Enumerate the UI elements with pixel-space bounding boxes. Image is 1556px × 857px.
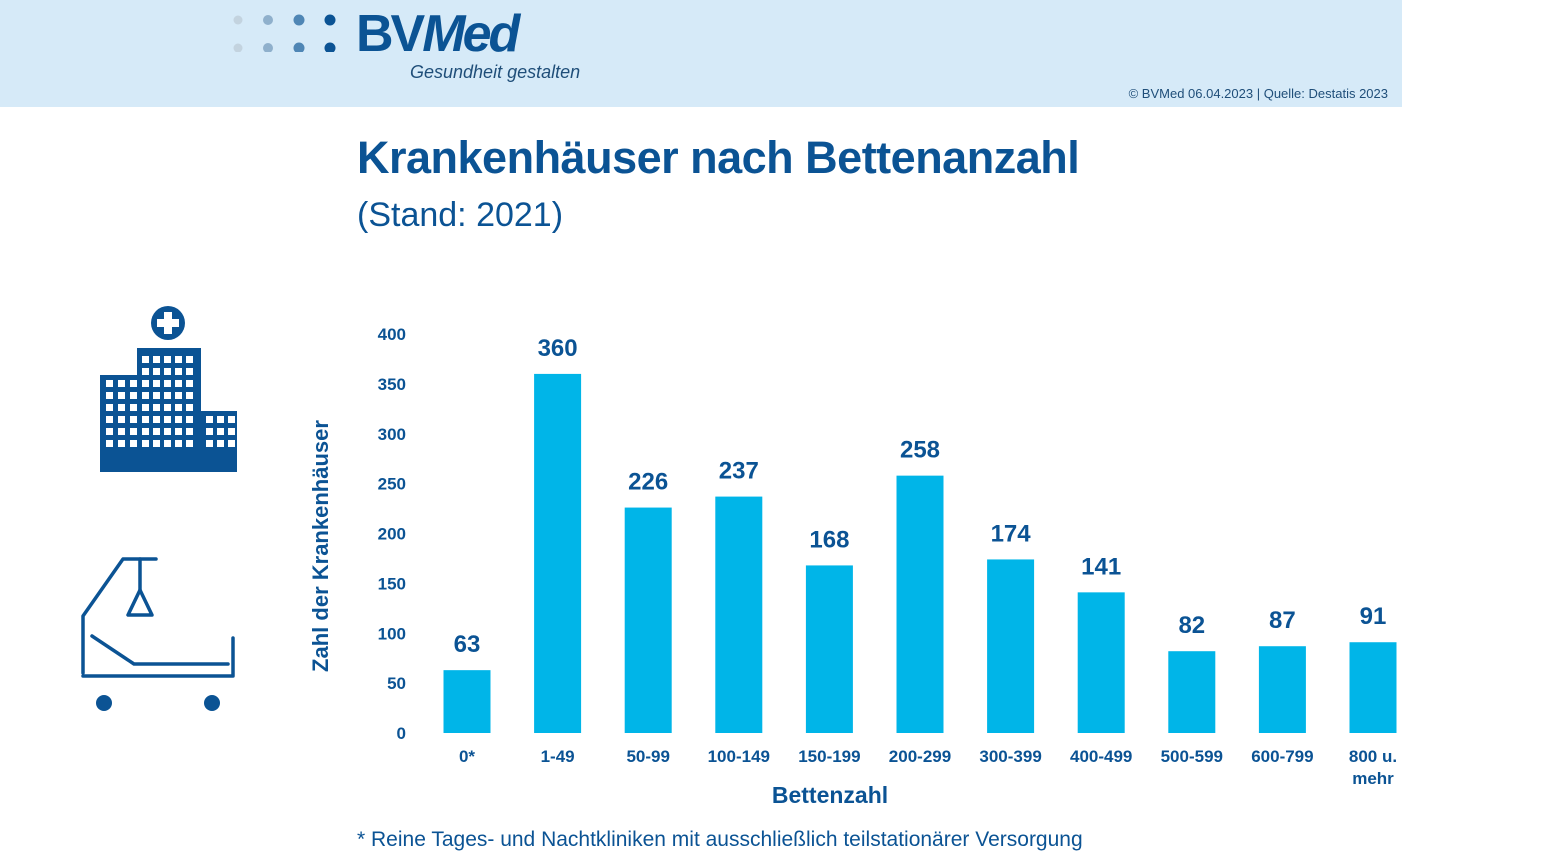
y-tick-label: 200: [378, 525, 406, 544]
bar: [1258, 646, 1306, 733]
data-label: 63: [454, 631, 481, 658]
hospital-building-icon: [100, 306, 237, 472]
bar: [624, 507, 672, 733]
y-tick-label: 250: [378, 475, 406, 494]
x-tick-label: 400-499: [1070, 747, 1132, 766]
footnote: * Reine Tages- und Nachtkliniken mit aus…: [357, 828, 1083, 851]
x-tick-label: 50-99: [626, 747, 669, 766]
bar: [534, 373, 582, 733]
y-tick-label: 300: [378, 425, 406, 444]
bar: [443, 670, 491, 733]
brand-tagline: Gesundheit gestalten: [410, 62, 581, 82]
x-axis-ticks: 0* 1-49 50-99 100-149 150-199 200-299 300-399 4…: [459, 747, 1397, 788]
x-tick-label: 800 u. mehr: [1349, 747, 1397, 788]
hospital-bed-icon: [81, 557, 235, 711]
y-tick-label: 350: [378, 375, 406, 394]
bar: [1077, 592, 1125, 733]
brand-logo-suffix: Med: [422, 5, 520, 63]
chart-subtitle: (Stand: 2021): [357, 196, 564, 234]
x-tick-label: 500-599: [1161, 747, 1223, 766]
data-label: 258: [900, 437, 940, 464]
y-tick-label: 100: [378, 624, 406, 643]
y-tick-label: 400: [378, 325, 406, 344]
y-tick-label: 150: [378, 574, 406, 593]
data-labels: 63 360 226 237 168 258 174 141 82 87 91: [454, 335, 1387, 658]
bar: [987, 559, 1035, 733]
data-label: 82: [1178, 612, 1205, 639]
bar: [805, 565, 853, 733]
data-label: 174: [991, 520, 1032, 547]
header-band: [0, 0, 1402, 107]
x-tick-label: 600-799: [1251, 747, 1313, 766]
x-tick-label: 300-399: [979, 747, 1041, 766]
x-tick-label: 1-49: [541, 747, 575, 766]
y-tick-label: 50: [387, 674, 406, 693]
x-tick-label: 100-149: [708, 747, 770, 766]
data-label: 87: [1269, 607, 1296, 634]
logo-dots-icon: [233, 14, 336, 52]
brand-logo-prefix: BV: [356, 5, 425, 63]
brand-logo: BVMed: [356, 4, 520, 64]
bar: [715, 496, 763, 733]
x-tick-label: 200-299: [889, 747, 951, 766]
y-axis-ticks: 0 50 100 150 200 250 300 350 400: [378, 325, 406, 743]
source-credit: © BVMed 06.04.2023 | Quelle: Destatis 20…: [1128, 86, 1388, 101]
y-axis-label: Zahl der Krankenhäuser: [308, 420, 333, 672]
bar: [1349, 642, 1397, 733]
data-label: 360: [538, 335, 578, 362]
x-axis-label: Bettenzahl: [772, 782, 888, 808]
x-tick-label: 0*: [459, 747, 475, 766]
data-label: 237: [719, 458, 759, 485]
bar: [896, 475, 944, 733]
data-label: 168: [809, 526, 849, 553]
bars: [443, 373, 1397, 733]
data-label: 91: [1360, 603, 1387, 630]
chart-title: Krankenhäuser nach Bettenanzahl: [357, 132, 1080, 183]
bar: [1168, 651, 1216, 733]
data-label: 141: [1081, 553, 1121, 580]
x-tick-label: 150-199: [798, 747, 860, 766]
data-label: 226: [628, 469, 668, 496]
y-tick-label: 0: [397, 724, 406, 743]
